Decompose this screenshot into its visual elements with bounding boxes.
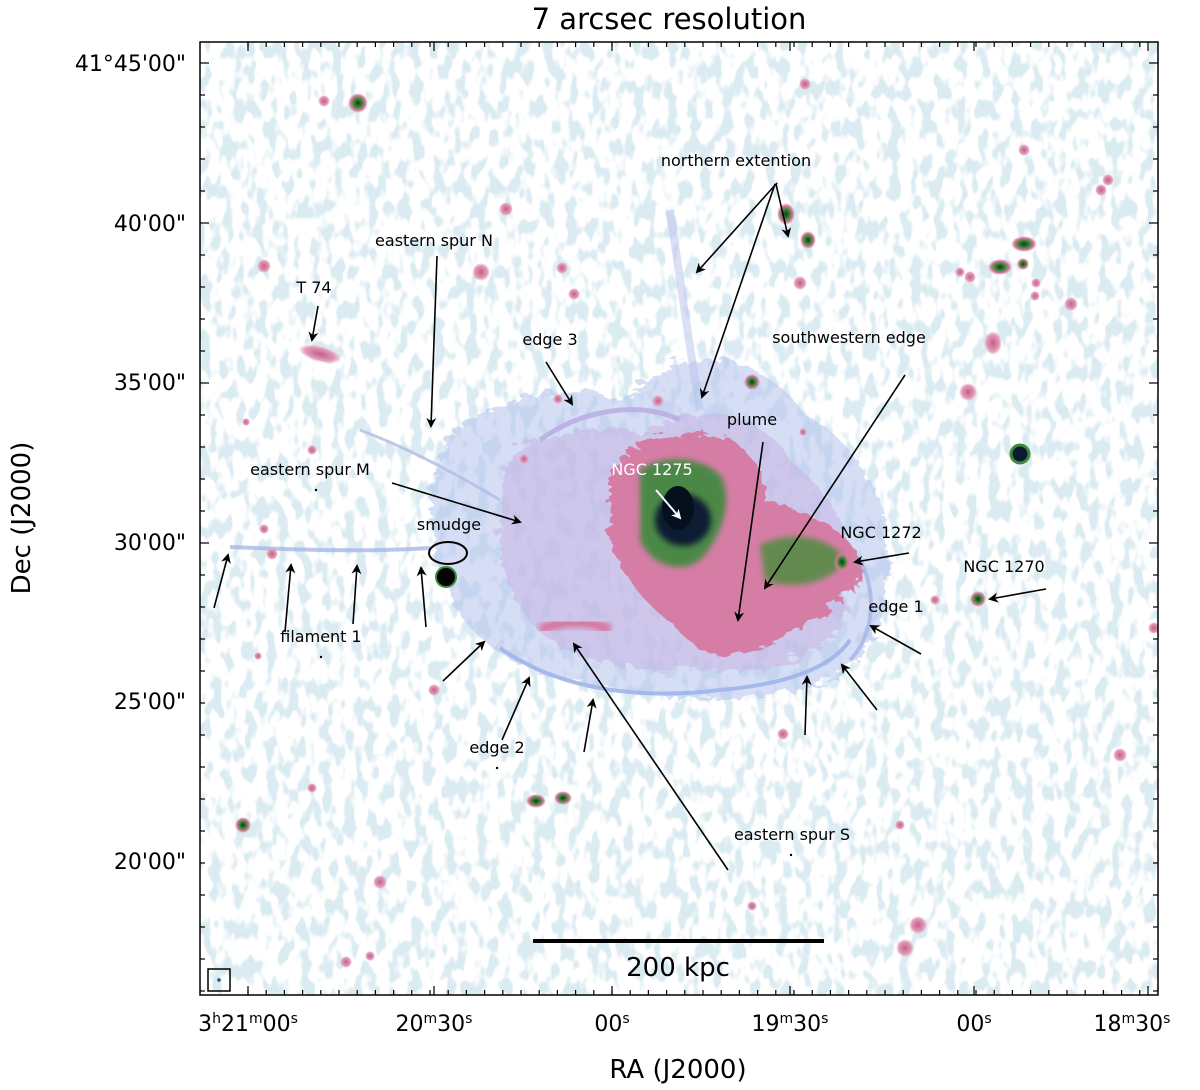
ra-tick-labels: 3h21m00s 20m30s 00s 19m30s 00s 18m30s: [198, 1011, 1170, 1037]
label-northern-extention: northern extention: [661, 151, 811, 170]
ra-tick-label: 00s: [594, 1011, 629, 1037]
label-smudge: smudge: [417, 515, 481, 534]
annotation-arrows: [213, 182, 1047, 871]
x-axis-label: RA (J2000): [609, 1055, 746, 1085]
label-filament-1: filament 1: [280, 627, 361, 646]
axis-ticks: [200, 42, 1158, 995]
image-panel: northern extention eastern spur N T 74 e…: [200, 42, 1158, 995]
t74-source: [298, 344, 342, 364]
label-southwestern-edge: southwestern edge: [772, 328, 926, 347]
ra-tick-label: 00s: [956, 1011, 991, 1037]
dec-tick-label: 25'00": [114, 690, 186, 715]
label-ngc1272: NGC 1272: [840, 523, 921, 542]
scalebar-label: 200 kpc: [626, 953, 730, 983]
label-t74: T 74: [295, 278, 331, 297]
dec-tick-label: 41°45'00": [75, 52, 186, 77]
label-ngc1270: NGC 1270: [963, 557, 1044, 576]
label-edge-3: edge 3: [522, 330, 577, 349]
smudge-ellipse: [428, 541, 468, 565]
ra-tick-label: 3h21m00s: [198, 1011, 298, 1037]
filament-1: [229, 545, 431, 553]
ra-tick-label: 18m30s: [1094, 1011, 1171, 1037]
ngc1272-source: [834, 552, 850, 572]
dec-tick-label: 30'00": [114, 531, 186, 556]
label-eastern-spur-n: eastern spur N: [375, 231, 493, 250]
compact-sources: [235, 78, 1158, 968]
dec-tick-labels: 41°45'00" 40'00" 35'00" 30'00" 25'00" 20…: [75, 52, 186, 875]
ra-tick-label: 20m30s: [396, 1011, 473, 1037]
label-eastern-spur-m: eastern spur M: [250, 460, 370, 479]
label-edge-2: edge 2: [469, 738, 524, 757]
dec-tick-label: 35'00": [114, 371, 186, 396]
y-axis-label: Dec (J2000): [7, 442, 37, 595]
label-edge-1: edge 1: [868, 597, 923, 616]
label-eastern-spur-s: eastern spur S: [734, 825, 850, 844]
label-ngc1275: NGC 1275: [611, 460, 692, 479]
plot-frame: [199, 41, 1159, 996]
label-plume: plume: [727, 410, 777, 429]
dec-tick-label: 20'00": [114, 850, 186, 875]
ngc1270-source: [970, 591, 986, 607]
dec-tick-label: 40'00": [114, 212, 186, 237]
ra-tick-label: 19m30s: [752, 1011, 829, 1037]
figure-title: 7 arcsec resolution: [532, 2, 807, 36]
beam-box: [207, 968, 231, 992]
